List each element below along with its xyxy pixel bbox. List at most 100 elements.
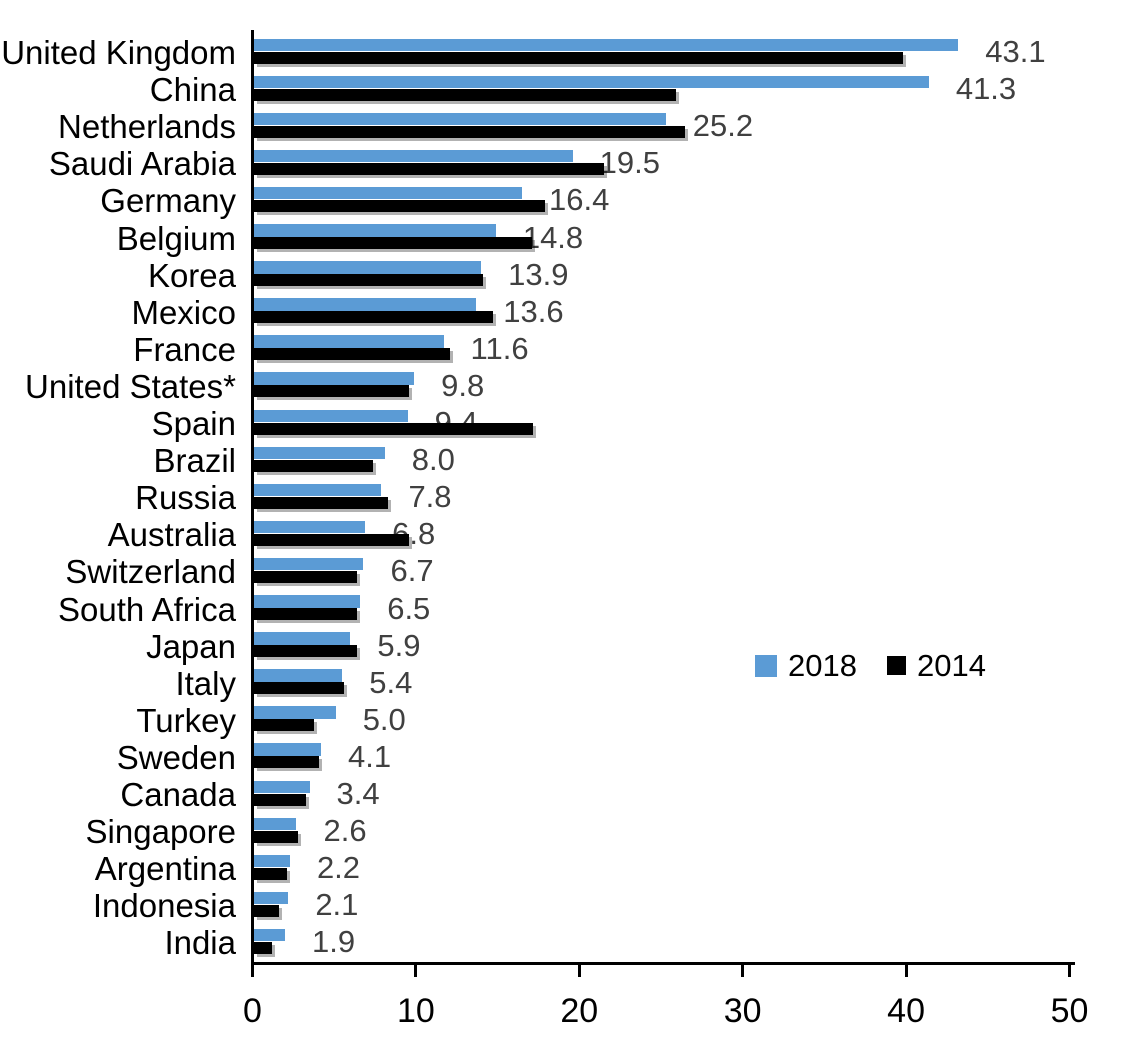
category-label: China [149, 71, 236, 109]
category-label: France [133, 330, 236, 368]
category-label: Singapore [85, 813, 236, 851]
bar-2018 [254, 261, 482, 274]
category-label: Belgium [116, 219, 236, 257]
x-axis-tick [414, 965, 418, 977]
value-label: 2.1 [315, 887, 359, 923]
value-label: 13.6 [503, 293, 564, 329]
x-axis-tick-label: 20 [560, 992, 599, 1030]
value-label: 9.8 [441, 367, 485, 403]
category-label: Brazil [153, 442, 236, 480]
bar-2018 [254, 669, 343, 682]
bar-2014 [254, 459, 374, 472]
category-label: Italy [175, 664, 236, 702]
bar-2018 [254, 557, 364, 571]
bar-2018 [254, 446, 385, 460]
x-axis-tick [1068, 965, 1071, 977]
x-axis-tick-label: 0 [243, 992, 262, 1030]
bar-2014 [254, 719, 315, 732]
bar-2014 [254, 496, 388, 509]
category-label: Netherlands [58, 108, 236, 146]
bar-2018 [254, 595, 361, 608]
bar-2018 [254, 224, 496, 237]
bar-2014 [254, 756, 320, 769]
category-label: United States* [25, 367, 236, 405]
value-label: 43.1 [985, 34, 1046, 70]
bar-2014 [254, 88, 676, 101]
bar-2014 [254, 274, 483, 287]
bar-2014 [254, 645, 357, 658]
legend-item-2014: 2014 [886, 650, 986, 681]
category-label: Indonesia [92, 887, 236, 925]
category-label: Turkey [136, 701, 236, 739]
value-label: 7.8 [408, 479, 452, 515]
value-label: 6.7 [390, 553, 434, 589]
bar-2014 [254, 311, 493, 324]
bar-2018 [254, 298, 477, 311]
bar-2014 [254, 237, 532, 249]
bar-2014 [254, 125, 686, 138]
value-label: 2.2 [316, 850, 361, 886]
x-axis-line [251, 962, 1075, 965]
bar-2014 [254, 162, 604, 175]
x-axis-tick [904, 965, 908, 977]
bar-2018 [254, 817, 297, 831]
category-label: South Africa [58, 590, 236, 628]
value-label: 3.4 [336, 776, 380, 812]
x-axis-tick [251, 965, 254, 977]
category-label: Saudi Arabia [48, 145, 236, 183]
x-axis-tick-label: 50 [1050, 992, 1089, 1030]
value-label: 5.4 [369, 664, 413, 700]
category-label: Mexico [131, 293, 236, 331]
bar-2014 [254, 830, 299, 843]
category-label: Argentina [94, 850, 236, 888]
legend-label-2018: 2018 [788, 648, 857, 683]
value-label: 4.1 [347, 738, 392, 774]
bar-2018 [254, 891, 289, 905]
legend-swatch-2018-icon [755, 654, 777, 677]
bar-2018 [254, 632, 351, 645]
value-label: 2.6 [323, 813, 367, 849]
bar-2014 [254, 570, 357, 583]
category-label: Sweden [116, 738, 236, 776]
value-label: 11.6 [470, 330, 529, 366]
value-label: 5.0 [362, 701, 406, 737]
bar-2014 [254, 51, 903, 64]
x-axis-tick-label: 10 [396, 992, 435, 1030]
value-label: 14.8 [522, 219, 584, 255]
value-label: 41.3 [955, 71, 1017, 107]
bar-2014 [254, 867, 287, 880]
x-axis-tick-label: 30 [723, 992, 762, 1030]
legend-swatch-2014-icon [886, 656, 906, 675]
bar-2018 [254, 372, 415, 385]
legend: 2018 2014 [755, 650, 986, 681]
category-label: India [164, 924, 236, 962]
category-label: Switzerland [65, 553, 236, 591]
value-label: 19.5 [599, 145, 660, 181]
bar-2018 [254, 38, 959, 51]
bar-2018 [254, 854, 290, 868]
bar-2018 [254, 483, 382, 497]
bar-2014 [254, 941, 272, 954]
x-axis-tick [577, 965, 581, 977]
value-label: 8.0 [411, 442, 455, 478]
value-label: 1.9 [312, 924, 356, 960]
x-axis-tick-label: 40 [887, 992, 925, 1030]
category-label: Spain [151, 405, 236, 443]
bar-2018 [254, 706, 336, 719]
bar-2018 [254, 186, 522, 200]
category-label: Germany [100, 182, 236, 220]
category-label: United Kingdom [1, 34, 236, 72]
value-label: 6.5 [387, 590, 431, 626]
bar-2014 [254, 348, 451, 361]
bar-2014 [254, 793, 307, 806]
legend-item-2018: 2018 [755, 650, 857, 681]
bar-2014 [254, 199, 545, 212]
bar-2018 [254, 743, 321, 756]
value-label: 13.9 [508, 256, 569, 292]
bar-2014 [254, 904, 279, 917]
bar-2014 [254, 533, 410, 546]
bar-2014 [254, 385, 410, 398]
category-label: Korea [147, 256, 236, 294]
